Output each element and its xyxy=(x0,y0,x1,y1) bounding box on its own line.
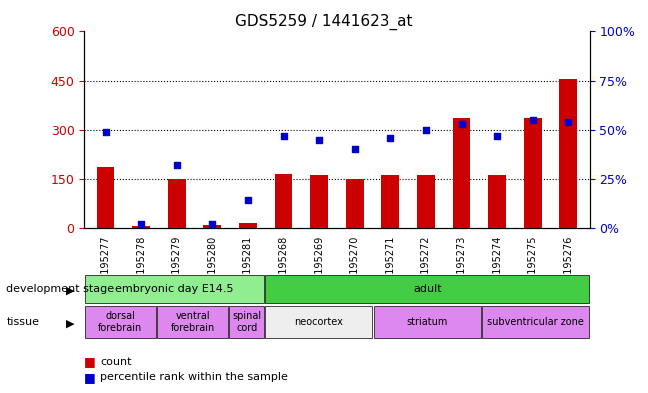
Text: tissue: tissue xyxy=(6,317,40,327)
Bar xyxy=(97,167,115,228)
Text: ▶: ▶ xyxy=(65,285,75,296)
Bar xyxy=(239,223,257,228)
Text: ■: ■ xyxy=(84,355,96,368)
Bar xyxy=(168,179,186,228)
Bar xyxy=(203,225,221,228)
Point xyxy=(492,132,502,139)
Text: ventral
forebrain: ventral forebrain xyxy=(170,312,214,333)
Point xyxy=(527,117,538,123)
Bar xyxy=(417,175,435,228)
Bar xyxy=(382,175,399,228)
Point xyxy=(421,127,431,133)
FancyBboxPatch shape xyxy=(374,307,481,338)
Point xyxy=(279,132,289,139)
Text: development stage: development stage xyxy=(6,284,115,294)
Point xyxy=(243,197,253,204)
Text: ▶: ▶ xyxy=(65,319,75,329)
Point xyxy=(349,146,360,152)
Point xyxy=(100,129,111,135)
Bar xyxy=(132,226,150,228)
Text: neocortex: neocortex xyxy=(294,317,343,327)
Bar xyxy=(488,175,506,228)
Text: dorsal
forebrain: dorsal forebrain xyxy=(98,312,143,333)
FancyBboxPatch shape xyxy=(157,307,228,338)
Text: ■: ■ xyxy=(84,371,96,384)
Point xyxy=(136,221,146,227)
Text: GDS5259 / 1441623_at: GDS5259 / 1441623_at xyxy=(235,14,413,30)
Bar xyxy=(275,174,292,228)
Bar xyxy=(310,175,328,228)
Bar xyxy=(453,118,470,228)
Text: spinal
cord: spinal cord xyxy=(232,312,261,333)
Bar xyxy=(559,79,577,228)
Text: count: count xyxy=(100,356,132,367)
Text: embryonic day E14.5: embryonic day E14.5 xyxy=(115,284,234,294)
Point xyxy=(172,162,182,168)
FancyBboxPatch shape xyxy=(85,275,264,303)
Text: percentile rank within the sample: percentile rank within the sample xyxy=(100,372,288,382)
Bar xyxy=(346,179,364,228)
FancyBboxPatch shape xyxy=(229,307,264,338)
Text: striatum: striatum xyxy=(406,317,448,327)
Bar xyxy=(524,118,542,228)
Point xyxy=(314,136,325,143)
FancyBboxPatch shape xyxy=(266,307,373,338)
Point xyxy=(207,221,218,227)
FancyBboxPatch shape xyxy=(266,275,589,303)
FancyBboxPatch shape xyxy=(482,307,589,338)
Text: subventricular zone: subventricular zone xyxy=(487,317,584,327)
Point xyxy=(563,119,573,125)
Point xyxy=(456,121,467,127)
FancyBboxPatch shape xyxy=(85,307,156,338)
Point xyxy=(385,134,395,141)
Text: adult: adult xyxy=(413,284,441,294)
